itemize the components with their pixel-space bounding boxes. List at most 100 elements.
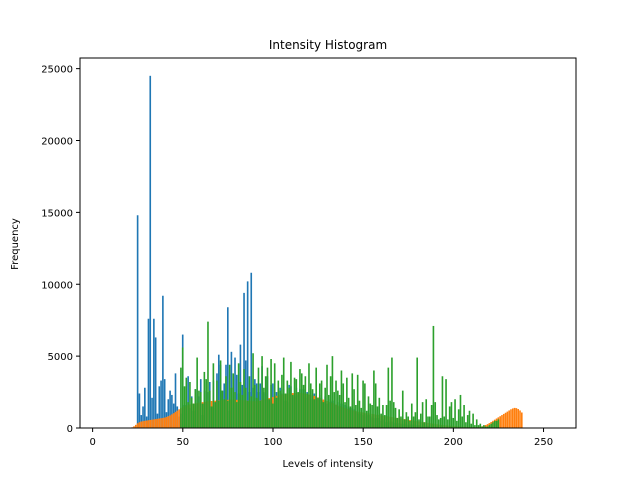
histogram-bar-green: [252, 353, 254, 428]
histogram-bar-green: [320, 380, 323, 428]
histogram-bar-green: [344, 402, 346, 428]
histogram-bar-green: [427, 416, 429, 428]
histogram-bar-green: [405, 412, 408, 428]
histogram-bar-green: [425, 399, 428, 428]
histogram-bar-green: [477, 425, 480, 428]
histogram-bar-green: [414, 412, 417, 428]
histogram-bar-green: [270, 359, 272, 428]
histogram-bar-green: [441, 376, 444, 428]
histogram-bar-green: [261, 356, 263, 428]
histogram-bar-orange: [158, 418, 161, 428]
histogram-bar-blue: [167, 399, 170, 428]
histogram-bar-green: [245, 387, 247, 428]
histogram-bar-green: [407, 416, 409, 428]
histogram-bar-green: [365, 410, 368, 428]
histogram-bar-orange: [153, 419, 155, 428]
histogram-bar-green: [454, 399, 456, 428]
histogram-bar-green: [391, 357, 393, 428]
histogram-bar-green: [255, 397, 258, 428]
y-tick-label: 10000: [41, 280, 73, 291]
histogram-bar-blue: [149, 75, 152, 428]
histogram-bar-blue: [162, 295, 164, 428]
histogram-bar-green: [246, 400, 249, 428]
histogram-bar-green: [429, 416, 431, 428]
histogram-bar-green: [369, 403, 372, 428]
histogram-bar-green: [324, 387, 327, 428]
histogram-bar-green: [409, 420, 411, 428]
histogram-bar-green: [290, 361, 292, 428]
histogram-bar-orange: [169, 415, 171, 428]
histogram-bar-blue: [171, 394, 173, 428]
histogram-bar-green: [371, 405, 373, 428]
histogram-bar-green: [272, 403, 274, 428]
histogram-bar-green: [219, 360, 222, 428]
histogram-bar-green: [203, 371, 206, 428]
histogram-bar-green: [472, 413, 474, 428]
histogram-bar-orange: [506, 411, 509, 428]
y-axis-ticks: 0 5000 10000 15000 20000 25000: [41, 65, 80, 435]
histogram-bar-green: [275, 397, 278, 428]
histogram-bar-green: [313, 399, 316, 428]
histogram-bar-green: [273, 363, 276, 428]
axes-border: [79, 57, 577, 429]
histogram-bar-green: [439, 417, 442, 428]
histogram-bar-green: [436, 415, 438, 428]
x-tick-label: 100: [263, 437, 282, 448]
histogram-bar-green: [221, 390, 224, 428]
histogram-bar-green: [432, 325, 435, 428]
histogram-bar-green: [180, 367, 182, 428]
histogram-bar-blue: [174, 373, 177, 428]
histogram-bar-green: [181, 347, 184, 428]
histogram-bar-orange: [513, 407, 516, 428]
histogram-bar-green: [236, 402, 238, 428]
histogram-bar-green: [279, 390, 281, 428]
histogram-bar-green: [376, 406, 379, 428]
histogram-bar-green: [337, 390, 339, 428]
histogram-bar-green: [353, 389, 355, 428]
histogram-bar-green: [483, 425, 485, 428]
histogram-bar-green: [403, 419, 406, 428]
histogram-bar-green: [392, 402, 395, 428]
histogram-bar-green: [189, 382, 191, 428]
histogram-bar-green: [250, 396, 253, 428]
histogram-bar-green: [479, 423, 482, 428]
histogram-bar-green: [328, 394, 330, 428]
histogram-bar-green: [445, 379, 447, 428]
histogram-bar-orange: [140, 421, 143, 428]
histogram-bar-green: [257, 367, 260, 428]
histogram-bar-green: [201, 403, 204, 428]
histogram-bar-orange: [156, 418, 159, 428]
histogram-bar-orange: [511, 408, 514, 428]
histogram-bar-green: [291, 394, 294, 428]
histogram-bar-green: [443, 416, 446, 428]
histogram-bar-green: [380, 413, 382, 428]
histogram-bar-green: [457, 409, 460, 428]
histogram-bar-green: [481, 426, 483, 428]
histogram-bar-green: [216, 380, 218, 428]
x-tick-label: 200: [444, 437, 463, 448]
histogram-bar-blue: [160, 380, 162, 428]
histogram-bar-green: [317, 397, 319, 428]
histogram-bar-orange: [147, 420, 150, 428]
histogram-bar-green: [228, 364, 231, 428]
histogram-bar-green: [484, 426, 487, 428]
histogram-bar-green: [364, 383, 366, 428]
histogram-bar-orange: [510, 409, 512, 428]
histogram-bar-orange: [151, 419, 153, 428]
histogram-bar-orange: [165, 416, 168, 428]
histogram-bar-green: [430, 405, 433, 428]
histogram-bar-green: [300, 373, 303, 428]
histogram-bar-green: [470, 423, 473, 428]
histogram-bar-green: [416, 357, 418, 428]
x-tick-label: 250: [534, 437, 553, 448]
histogram-bar-blue: [163, 379, 166, 428]
histogram-bar-orange: [160, 418, 162, 428]
histogram-bar-green: [230, 387, 233, 428]
histogram-bar-green: [338, 394, 341, 428]
histogram-bar-blue: [136, 215, 139, 428]
histogram-bar-green: [378, 397, 381, 428]
histogram-bar-green: [293, 377, 296, 428]
histogram-bar-green: [421, 402, 424, 428]
histogram-bar-green: [383, 415, 386, 428]
histogram-bar-green: [450, 402, 453, 428]
